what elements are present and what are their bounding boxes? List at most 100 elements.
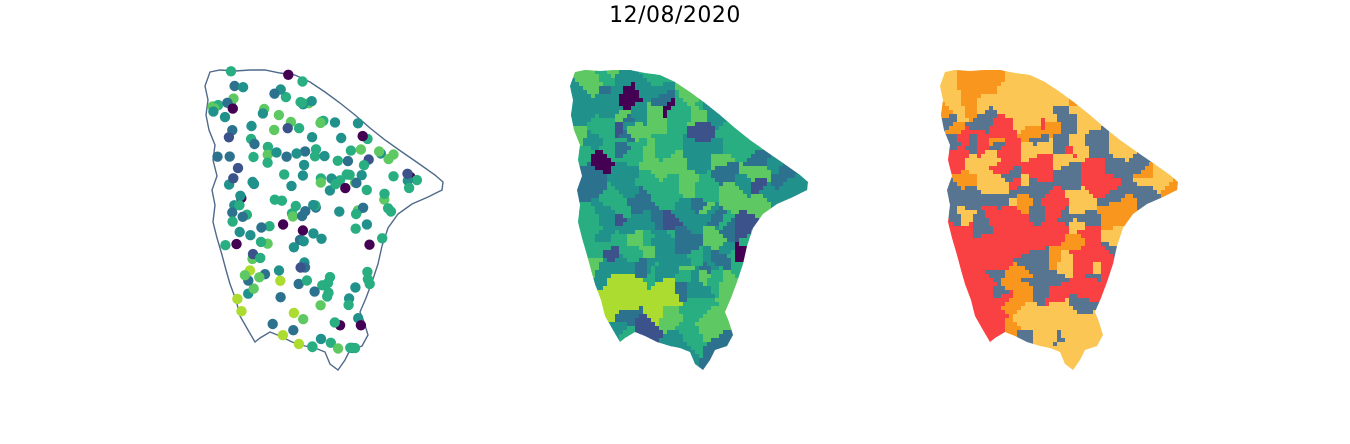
station-point [295,262,306,273]
station-point [309,151,321,162]
station-point [276,195,288,206]
station-point [228,173,239,184]
station-point [262,141,274,153]
station-point [411,174,423,186]
figure-title: 12/08/2020 [609,3,741,28]
categorical-regions [940,70,1178,370]
station-point [293,338,305,350]
station-point [269,88,280,99]
station-point [234,226,245,238]
station-point [245,230,256,241]
station-point [283,69,294,81]
station-point [269,124,280,136]
continuous-choropleth-panel [570,70,808,370]
station-point [364,239,375,250]
station-point [319,150,330,162]
continuous-regions [570,70,808,370]
station-point [255,236,267,248]
station-point [234,200,245,211]
station-point [280,91,292,103]
station-point [254,272,265,283]
station-point [248,151,259,163]
station-point [256,222,267,233]
station-point [334,206,345,217]
station-point [249,138,260,150]
station-point [293,278,304,290]
station-point [248,178,260,190]
station-point [246,120,257,132]
station-point [383,153,394,165]
station-point [308,228,319,239]
station-point [340,182,351,194]
station-point [301,275,313,286]
station-point [232,293,243,305]
station-point [227,216,238,227]
station-point [336,132,347,144]
station-point [291,148,302,159]
station-point [237,211,248,222]
station-point [349,342,361,354]
station-point [379,188,390,199]
station-point [290,200,301,212]
station-point [345,145,357,156]
station-point [279,169,290,180]
station-point [297,76,308,87]
station-point [344,169,355,180]
station-point [350,223,361,234]
station-point [288,325,299,336]
station-point [282,123,293,134]
station-point [248,283,259,294]
station-point [229,80,240,92]
station-point [355,144,367,155]
station-point [361,219,373,230]
station-point [298,159,310,171]
station-point [325,337,336,348]
station-point [232,162,244,174]
station-point [277,330,289,341]
station-point [273,109,285,121]
station-point [298,236,309,247]
station-point [286,180,297,192]
station-point [287,211,299,222]
station-point [297,225,309,236]
station-point [315,333,327,345]
station-point [357,130,368,142]
station-point [219,111,231,123]
station-point [275,292,286,303]
station-point [296,210,308,222]
station-point [388,171,399,182]
station-point [361,184,372,196]
station-point [377,233,388,244]
station-point [330,178,341,190]
station-point [267,318,278,330]
station-point [236,306,247,317]
station-point [315,117,326,129]
station-point [357,202,369,213]
station-point [355,320,367,331]
station-point [323,287,334,298]
station-point [350,282,361,293]
station-point [264,221,275,232]
station-point [402,168,413,179]
station-point [299,146,311,157]
station-point [281,151,292,162]
station-point [358,160,370,171]
station-point [288,242,300,253]
station-point [295,96,306,108]
station-point [356,170,367,181]
station-point [329,117,341,128]
station-point [225,66,237,77]
station-point [362,266,373,278]
station-point [298,314,309,325]
station-point [271,147,282,158]
station-point [227,103,238,114]
station-point [351,177,362,189]
station-point [212,151,223,162]
station-point [239,270,251,281]
station-point [343,299,354,311]
station-point [273,265,285,276]
station-point [373,146,385,157]
station-point [317,280,328,291]
station-point [364,278,375,290]
station-point [220,240,231,251]
